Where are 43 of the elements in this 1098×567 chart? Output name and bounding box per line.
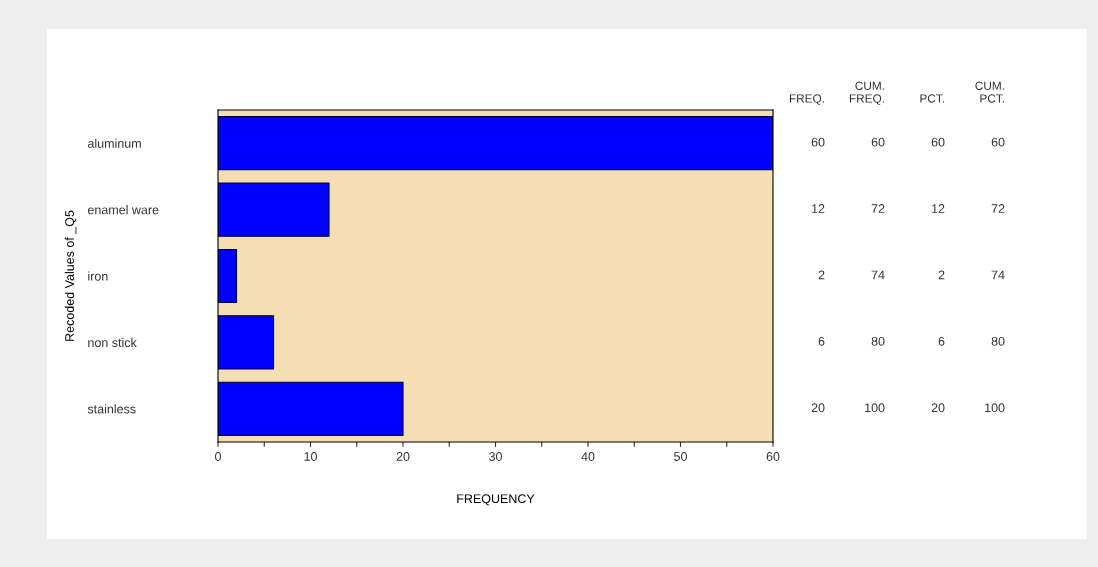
text: 60	[931, 137, 945, 147]
data-label: 12	[812, 204, 825, 213]
x-axis-title: FREQUENCY	[457, 494, 535, 506]
x-tick-label: 0	[215, 452, 221, 461]
bar	[218, 315, 275, 370]
text: FREQ.	[789, 94, 824, 105]
text: CUM. FREQ.	[849, 81, 884, 105]
text: PCT.	[920, 94, 944, 103]
text: 100	[865, 403, 885, 413]
text: 80	[991, 336, 1005, 346]
bar	[218, 182, 330, 237]
text: 12	[932, 204, 945, 213]
text: CUM. PCT.	[975, 81, 1004, 103]
bar	[218, 381, 404, 436]
x-tick-label: 50	[674, 452, 687, 461]
x-tick-label: 20	[396, 452, 410, 461]
y-tick-label: aluminum	[87, 138, 141, 148]
y-tick-label: stainless	[87, 404, 136, 414]
text: 100	[985, 403, 1005, 413]
y-tick-label: enamel ware	[87, 205, 159, 215]
data-label: 60	[811, 137, 825, 147]
text: 72	[991, 204, 1005, 213]
y-axis-title: Recoded Values of _Q5	[64, 210, 77, 341]
data-label: 2	[818, 270, 825, 280]
data-label: 6	[818, 336, 825, 346]
x-tick-label: 60	[766, 452, 780, 461]
text: 74	[871, 270, 885, 280]
text: 2	[938, 270, 945, 280]
y-tick-label: iron	[88, 271, 108, 281]
x-tick-label: 10	[304, 452, 317, 461]
data-label: 20	[811, 403, 825, 413]
bar	[218, 116, 773, 171]
text: 20	[931, 403, 945, 413]
text: 74	[991, 270, 1005, 280]
text: 72	[871, 204, 885, 213]
y-tick-label: non stick	[88, 337, 137, 348]
bar	[218, 248, 238, 304]
text: 6	[938, 336, 945, 346]
x-tick-label: 40	[581, 452, 595, 461]
text: 60	[991, 137, 1005, 147]
text: 60	[871, 137, 885, 147]
text: 80	[871, 336, 885, 346]
x-tick-label: 30	[489, 452, 502, 461]
